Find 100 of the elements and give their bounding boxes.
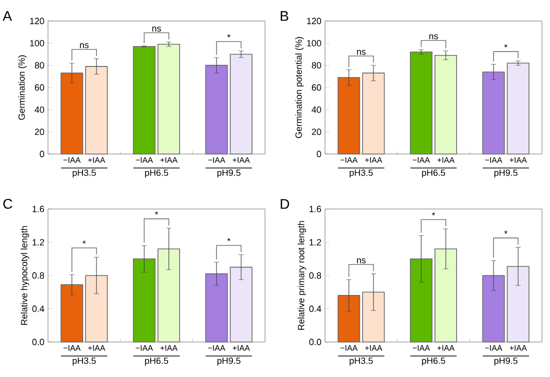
bar [158,248,180,342]
y-tick-label: 0.4 [32,306,44,312]
x-tick-label: pH6.5 [145,358,168,366]
bar [362,72,385,154]
x-tick-label: pH9.5 [494,358,518,366]
bar [410,258,432,342]
text: +IAA [160,345,178,351]
bar [132,46,156,154]
text: +IAA [160,157,178,163]
y-tick-label: 120 [30,18,44,24]
y-tick-label: 120 [307,18,322,24]
y-tick-label: 0 [316,150,322,158]
text: −IAA [412,345,430,351]
chart-title: B [280,11,288,21]
y-axis-title: Germination (%) [18,55,27,120]
bar [506,62,530,154]
bar [410,52,432,154]
text: −IAA [485,345,502,351]
y-tick-label: 80 [312,62,322,69]
y-tick-label: 0.0 [32,338,44,346]
x-tick-label: pH6.5 [422,170,446,178]
series-label: +IAA [88,157,106,163]
text: −IAA [485,157,502,163]
annotation: ns [429,34,438,40]
bar [132,258,156,342]
bar [506,266,530,342]
y-tick-label: 0.4 [309,306,322,312]
chart-title: A [2,11,12,21]
text: +IAA [510,157,527,163]
text: +IAA [437,345,455,351]
chart-title: D [280,199,290,209]
y-tick-label: 0.8 [309,272,322,279]
y-tick-label: 20 [312,128,322,136]
x-tick-label: pH9.5 [494,170,518,178]
x-tick-label: pH3.5 [350,358,373,366]
y-tick-label: 0 [40,150,44,158]
y-axis-title: Relative primary root length [298,221,306,330]
y-tick-label: 80 [34,62,44,69]
text: −IAA [412,157,430,163]
annotation: * [504,44,508,48]
annotation: * [504,230,508,234]
annotation: ns [152,26,161,32]
y-tick-label: 1.2 [32,239,44,246]
bar [85,275,108,342]
bar [158,44,180,154]
text: −IAA [208,345,226,351]
text: −IAA [208,157,226,163]
series-label: −IAA [63,157,81,163]
annotation: * [227,34,230,38]
annotation: * [432,212,436,216]
y-tick-label: 100 [30,40,44,46]
text: +IAA [510,345,527,351]
bar [434,248,458,342]
y-tick-label: 1.6 [32,206,44,212]
bar [230,54,252,154]
x-tick-label: pH9.5 [217,170,240,178]
bar [338,77,360,154]
y-tick-label: 60 [312,84,322,91]
y-tick-label: 20 [34,128,44,136]
series-label: +IAA [88,345,106,351]
bar [338,295,360,342]
y-tick-label: 0.8 [32,272,44,279]
x-tick-label: pH6.5 [422,358,446,366]
y-tick-label: 100 [307,40,322,46]
bar [230,266,252,342]
y-tick-label: 1.6 [310,206,322,212]
bar [205,64,228,154]
x-tick-label: pH6.5 [145,170,168,178]
text: +IAA [437,157,455,163]
annotation: * [82,240,86,244]
text: +IAA [232,157,250,163]
annotation: * [154,211,158,215]
chart-title: C [3,198,12,209]
x-tick-label: pH9.5 [217,358,240,366]
bar [482,275,505,342]
y-tick-label: 40 [34,106,44,113]
bar [205,273,228,342]
y-tick-label: 0.0 [309,338,322,346]
annotation: ns [357,258,366,264]
series-label: −IAA [340,157,358,163]
text: −IAA [136,345,153,351]
y-axis-title: Germination potential (%) [295,37,304,138]
annotation: * [227,238,230,242]
series-label: +IAA [365,157,382,163]
x-tick-label: pH3.5 [350,170,373,178]
annotation: ns [357,50,366,55]
bar [60,284,84,342]
bar [482,72,505,154]
x-tick-label: pH3.5 [72,358,96,366]
series-label: −IAA [340,345,358,351]
y-axis-title: Relative hypocotyl length [20,226,30,325]
series-label: −IAA [63,345,81,351]
bar [362,292,385,342]
annotation: ns [80,43,89,48]
bar [85,66,108,154]
series-label: +IAA [365,345,382,351]
text: +IAA [232,345,250,351]
y-tick-label: 40 [312,106,322,113]
x-tick-label: pH3.5 [72,170,96,178]
bar [60,72,84,154]
